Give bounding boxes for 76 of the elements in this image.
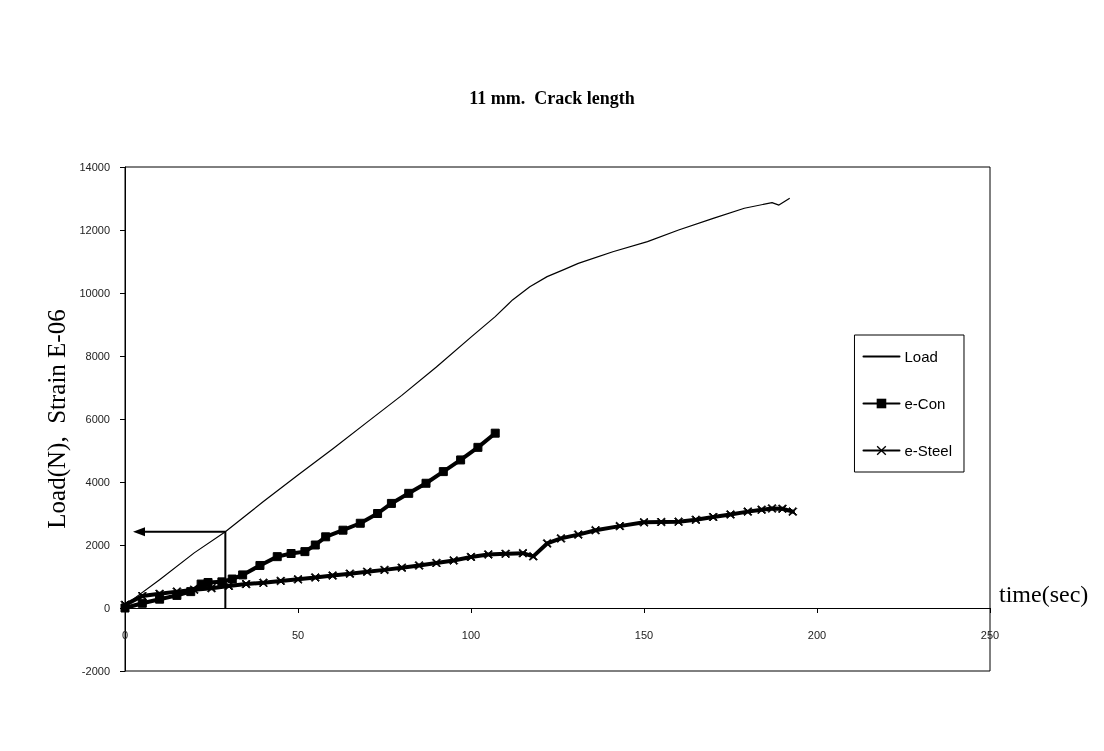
point: [573, 530, 583, 540]
point: [456, 455, 466, 465]
point: [238, 570, 248, 580]
x-tick-label: 200: [807, 628, 827, 641]
point: [338, 525, 348, 535]
point: [767, 503, 777, 513]
point: [137, 598, 147, 608]
point: [362, 567, 372, 577]
point: [328, 571, 338, 581]
point: [293, 574, 303, 584]
point: [556, 533, 566, 543]
point: [501, 549, 511, 559]
y-axis-title: Load(N), Strain E-06: [42, 309, 71, 529]
point: [528, 551, 538, 561]
point: [788, 507, 798, 517]
point: [483, 549, 493, 559]
point: [137, 591, 147, 601]
point: [155, 589, 165, 599]
point: [656, 517, 666, 527]
point: [691, 515, 701, 525]
point: [286, 549, 296, 559]
point: [386, 498, 396, 508]
y-tick-label: 4000: [85, 476, 110, 488]
point: [743, 507, 753, 517]
point: [345, 569, 355, 579]
point: [777, 504, 787, 514]
point: [518, 548, 528, 558]
point: [380, 565, 389, 575]
point: [615, 521, 625, 531]
point: [591, 525, 601, 535]
y-tick-label: -2000: [81, 665, 110, 677]
y-tick-label: 2000: [85, 539, 110, 551]
legend-label: e-Con: [904, 395, 946, 412]
y-tick-label: 0: [103, 602, 110, 614]
point: [404, 488, 414, 498]
point: [207, 583, 216, 593]
point: [258, 578, 268, 588]
y-tick-label: 8000: [85, 350, 110, 362]
chart-title: 11 mm. Crack length: [469, 88, 635, 108]
x-tick-label: 150: [634, 628, 654, 641]
point: [217, 577, 227, 587]
point: [708, 512, 718, 522]
x-tick-label: 50: [291, 628, 305, 641]
point: [421, 478, 431, 488]
point: [449, 555, 459, 565]
y-tick-label: 6000: [85, 413, 110, 425]
x-axis-title: time(sec): [999, 581, 1089, 607]
point: [674, 517, 684, 527]
point: [241, 579, 251, 589]
x-tick-label: 100: [461, 628, 481, 641]
point: [438, 467, 448, 477]
point: [414, 560, 424, 570]
point: [397, 563, 407, 573]
y-tick-label: 12000: [79, 224, 110, 236]
point: [255, 560, 265, 570]
point: [639, 517, 649, 527]
point: [466, 552, 476, 562]
point: [300, 547, 310, 557]
point: [431, 558, 441, 568]
legend-label: Load: [904, 348, 938, 365]
point: [473, 442, 483, 452]
point: [276, 576, 286, 586]
point: [310, 540, 320, 550]
point: [355, 518, 365, 528]
point: [272, 552, 282, 562]
point: [373, 509, 383, 518]
y-tick-label: 14000: [79, 161, 110, 173]
point: [227, 574, 237, 584]
point: [757, 505, 767, 515]
y-tick-label: 10000: [79, 287, 110, 299]
legend-label: e-Steel: [904, 442, 952, 459]
point: [542, 538, 552, 548]
point: [490, 428, 500, 438]
point: [310, 572, 320, 582]
point: [321, 532, 331, 542]
point: [726, 509, 735, 519]
